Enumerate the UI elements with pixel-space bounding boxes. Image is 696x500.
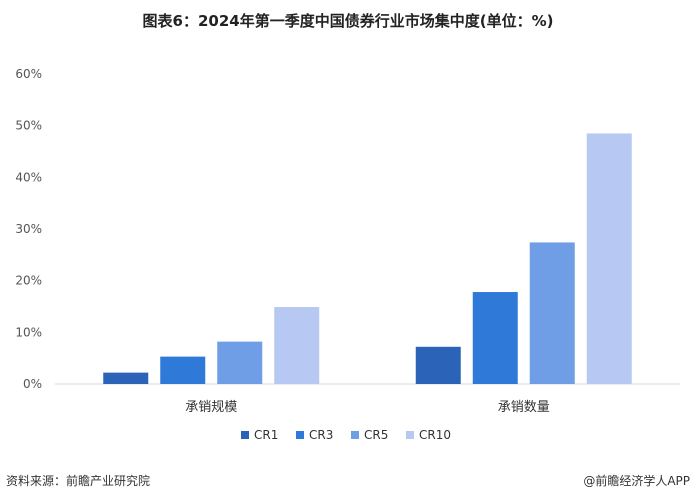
bar-cr1-1: [415, 346, 461, 384]
bar-cr5-1: [529, 242, 575, 384]
bar-cr3-0: [160, 356, 206, 384]
x-axis: 承销规模 承销数量: [185, 400, 550, 415]
legend: CR1 CR3 CR5 CR10: [241, 428, 451, 442]
y-tick-label: 40%: [15, 170, 42, 184]
bar-cr3-1: [472, 292, 518, 384]
bar-cr10-0: [274, 307, 320, 384]
y-axis: 0% 10% 20% 30% 40% 50% 60%: [15, 67, 42, 391]
legend-swatch-cr1: [241, 431, 249, 439]
bar-cr5-0: [217, 341, 263, 384]
legend-label-cr10: CR10: [419, 428, 451, 442]
bar-cr1-0: [103, 372, 149, 384]
y-tick-label: 0%: [23, 377, 42, 391]
y-tick-label: 30%: [15, 222, 42, 236]
legend-label-cr3: CR3: [309, 428, 333, 442]
bar-cr10-1: [586, 133, 632, 384]
legend-label-cr1: CR1: [254, 428, 278, 442]
x-category-label: 承销规模: [185, 400, 237, 415]
y-tick-label: 50%: [15, 119, 42, 133]
brand-credit: @前瞻经济学人APP: [583, 474, 690, 488]
y-tick-label: 60%: [15, 67, 42, 81]
legend-swatch-cr5: [351, 431, 359, 439]
source-note: 资料来源：前瞻产业研究院: [6, 474, 151, 488]
x-category-label: 承销数量: [498, 400, 550, 415]
chart-title: 图表6：2024年第一季度中国债券行业市场集中度(单位：%): [142, 12, 554, 30]
bars: [103, 133, 632, 384]
legend-label-cr5: CR5: [364, 428, 388, 442]
y-tick-label: 20%: [15, 274, 42, 288]
legend-swatch-cr3: [296, 431, 304, 439]
legend-swatch-cr10: [406, 431, 414, 439]
y-tick-label: 10%: [15, 325, 42, 339]
